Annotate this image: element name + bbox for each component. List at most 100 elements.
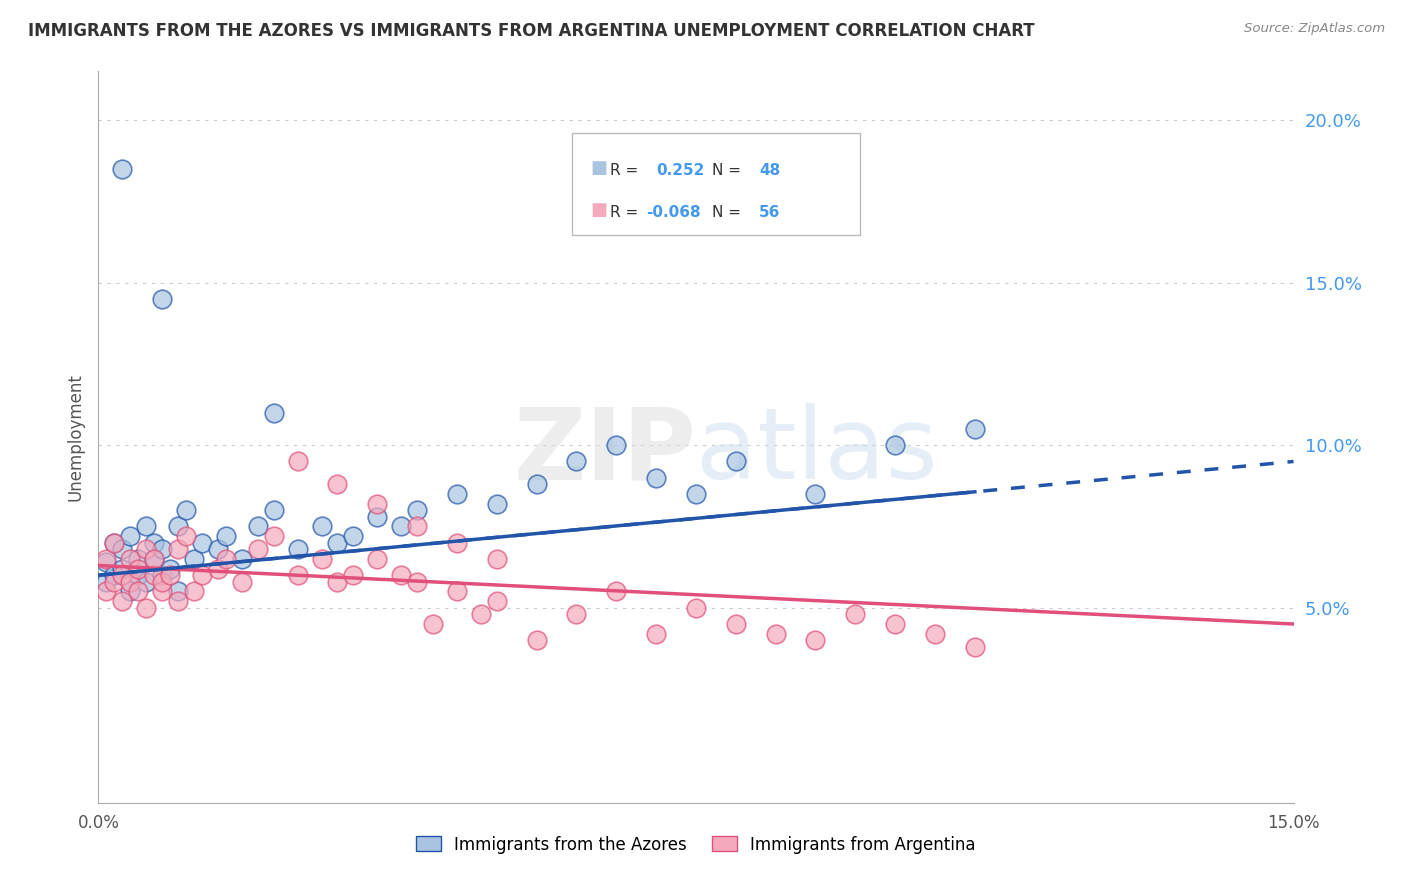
- Legend: Immigrants from the Azores, Immigrants from Argentina: Immigrants from the Azores, Immigrants f…: [409, 829, 983, 860]
- Immigrants from the Azores: [366, 509, 388, 524]
- Immigrants from Argentina: [565, 607, 588, 622]
- Immigrants from Argentina: [143, 552, 166, 566]
- Immigrants from Argentina: [287, 454, 309, 468]
- Immigrants from Argentina: [150, 574, 173, 589]
- Immigrants from the Azores: [127, 568, 149, 582]
- Immigrants from the Azores: [150, 292, 173, 306]
- Text: IMMIGRANTS FROM THE AZORES VS IMMIGRANTS FROM ARGENTINA UNEMPLOYMENT CORRELATION: IMMIGRANTS FROM THE AZORES VS IMMIGRANTS…: [28, 22, 1035, 40]
- Immigrants from the Azores: [406, 503, 429, 517]
- Text: -0.068: -0.068: [647, 205, 702, 220]
- Text: ■: ■: [591, 159, 607, 177]
- Immigrants from the Azores: [143, 535, 166, 549]
- Immigrants from the Azores: [342, 529, 364, 543]
- Y-axis label: Unemployment: Unemployment: [66, 373, 84, 501]
- Immigrants from the Azores: [685, 487, 707, 501]
- Immigrants from Argentina: [645, 626, 668, 640]
- Immigrants from Argentina: [215, 552, 238, 566]
- Immigrants from the Azores: [263, 503, 285, 517]
- Immigrants from Argentina: [246, 542, 269, 557]
- Immigrants from Argentina: [111, 594, 134, 608]
- Immigrants from Argentina: [135, 600, 157, 615]
- Immigrants from the Azores: [135, 519, 157, 533]
- Immigrants from Argentina: [884, 617, 907, 632]
- Immigrants from the Azores: [96, 555, 118, 569]
- Immigrants from the Azores: [111, 542, 134, 557]
- Immigrants from the Azores: [183, 552, 205, 566]
- Immigrants from Argentina: [120, 552, 142, 566]
- Immigrants from the Azores: [215, 529, 238, 543]
- Immigrants from Argentina: [406, 574, 429, 589]
- Immigrants from the Azores: [135, 574, 157, 589]
- Text: R =: R =: [610, 205, 643, 220]
- Immigrants from the Azores: [174, 503, 197, 517]
- Immigrants from the Azores: [120, 584, 142, 599]
- Immigrants from Argentina: [485, 552, 508, 566]
- Immigrants from the Azores: [150, 542, 173, 557]
- Immigrants from Argentina: [159, 568, 181, 582]
- Immigrants from Argentina: [389, 568, 412, 582]
- Immigrants from Argentina: [191, 568, 214, 582]
- Immigrants from the Azores: [311, 519, 333, 533]
- Immigrants from Argentina: [485, 594, 508, 608]
- Immigrants from Argentina: [963, 640, 986, 654]
- Immigrants from Argentina: [127, 562, 149, 576]
- Immigrants from the Azores: [143, 552, 166, 566]
- Text: 56: 56: [759, 205, 780, 220]
- Immigrants from Argentina: [366, 552, 388, 566]
- Immigrants from Argentina: [724, 617, 747, 632]
- Text: Source: ZipAtlas.com: Source: ZipAtlas.com: [1244, 22, 1385, 36]
- Immigrants from the Azores: [565, 454, 588, 468]
- Text: R =: R =: [610, 163, 643, 178]
- Immigrants from the Azores: [103, 568, 125, 582]
- Immigrants from the Azores: [246, 519, 269, 533]
- Immigrants from Argentina: [422, 617, 444, 632]
- Text: atlas: atlas: [696, 403, 938, 500]
- Immigrants from Argentina: [526, 633, 548, 648]
- Immigrants from the Azores: [605, 438, 627, 452]
- Immigrants from the Azores: [167, 584, 190, 599]
- Text: N =: N =: [713, 163, 747, 178]
- Text: 48: 48: [759, 163, 780, 178]
- Immigrants from the Azores: [120, 529, 142, 543]
- Immigrants from the Azores: [159, 562, 181, 576]
- Immigrants from Argentina: [174, 529, 197, 543]
- Immigrants from Argentina: [326, 477, 349, 491]
- Immigrants from Argentina: [406, 519, 429, 533]
- Immigrants from Argentina: [207, 562, 229, 576]
- Immigrants from the Azores: [963, 422, 986, 436]
- Immigrants from the Azores: [231, 552, 253, 566]
- Immigrants from the Azores: [884, 438, 907, 452]
- Immigrants from the Azores: [263, 406, 285, 420]
- Text: ZIP: ZIP: [513, 403, 696, 500]
- Immigrants from the Azores: [127, 552, 149, 566]
- Immigrants from Argentina: [605, 584, 627, 599]
- Immigrants from the Azores: [389, 519, 412, 533]
- Immigrants from Argentina: [111, 568, 134, 582]
- Immigrants from the Azores: [446, 487, 468, 501]
- Immigrants from the Azores: [526, 477, 548, 491]
- Immigrants from Argentina: [470, 607, 492, 622]
- Immigrants from the Azores: [96, 574, 118, 589]
- Immigrants from Argentina: [446, 584, 468, 599]
- Immigrants from the Azores: [804, 487, 827, 501]
- Immigrants from the Azores: [167, 519, 190, 533]
- Immigrants from the Azores: [111, 161, 134, 176]
- Text: ■: ■: [591, 201, 607, 219]
- Immigrants from the Azores: [287, 542, 309, 557]
- Immigrants from the Azores: [485, 497, 508, 511]
- Immigrants from the Azores: [191, 535, 214, 549]
- Immigrants from the Azores: [103, 535, 125, 549]
- Immigrants from the Azores: [645, 471, 668, 485]
- Immigrants from Argentina: [366, 497, 388, 511]
- Immigrants from Argentina: [844, 607, 866, 622]
- Immigrants from Argentina: [311, 552, 333, 566]
- Immigrants from Argentina: [96, 584, 118, 599]
- Immigrants from the Azores: [207, 542, 229, 557]
- Immigrants from Argentina: [685, 600, 707, 615]
- Immigrants from the Azores: [111, 562, 134, 576]
- Immigrants from Argentina: [150, 584, 173, 599]
- Immigrants from Argentina: [446, 535, 468, 549]
- Immigrants from the Azores: [724, 454, 747, 468]
- Immigrants from Argentina: [183, 584, 205, 599]
- Immigrants from Argentina: [765, 626, 787, 640]
